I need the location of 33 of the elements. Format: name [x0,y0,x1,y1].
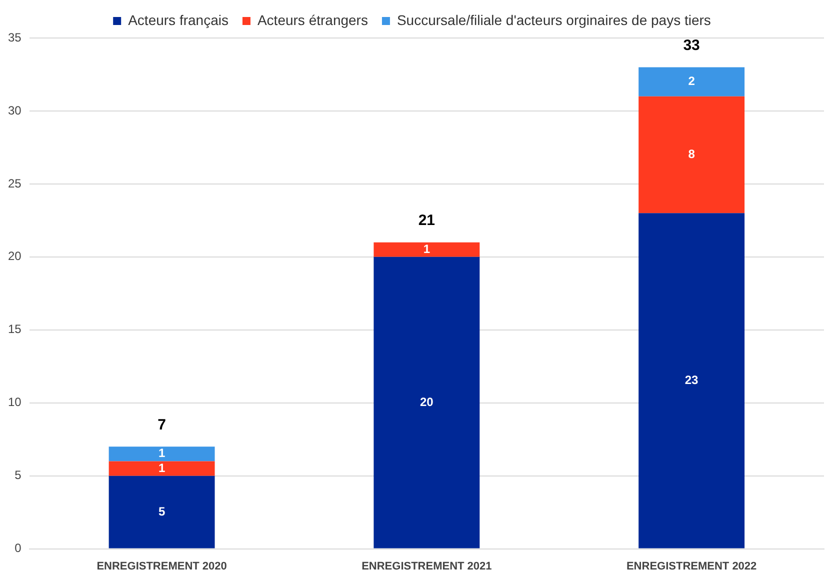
data-label: 1 [158,446,166,460]
bar [374,242,480,257]
y-tick-label: 20 [8,249,22,264]
y-tick-label: 25 [8,176,22,190]
y-tick-label: 5 [14,468,22,482]
bar [108,476,215,548]
x-tick-label: ENREGISTREMENT 2022 [626,560,757,572]
data-label: 5 [158,504,166,518]
data-label: 2 [688,74,696,88]
bar [638,213,745,548]
x-tick-label: ENREGISTREMENT 2020 [96,560,227,572]
data-label: 23 [684,373,699,388]
x-tick-label: ENREGISTREMENT 2021 [362,560,492,572]
legend-label: Acteurs étrangers [257,12,368,28]
data-label: 1 [423,242,430,256]
total-label: 21 [418,212,436,229]
total-label: 7 [158,416,166,434]
bar [638,67,745,96]
y-tick-label: 30 [8,103,22,118]
total-label: 33 [683,36,700,54]
y-tick-label: 35 [8,30,22,44]
data-label: 20 [420,394,434,409]
legend-label: Succursale/filiale d'acteurs orginaires de pays tiers [396,12,711,28]
data-label: 8 [688,147,696,162]
bar [638,96,745,214]
legend-label: Acteurs français [128,12,228,28]
bar [374,256,480,548]
y-tick-label: 0 [14,541,22,556]
bar [108,446,215,462]
bar [108,461,215,476]
data-label: 1 [158,460,166,475]
y-tick-label: 10 [8,395,22,410]
y-tick-label: 15 [8,322,22,336]
